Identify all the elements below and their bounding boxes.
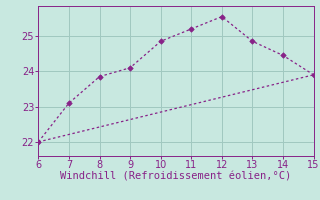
X-axis label: Windchill (Refroidissement éolien,°C): Windchill (Refroidissement éolien,°C) <box>60 172 292 182</box>
